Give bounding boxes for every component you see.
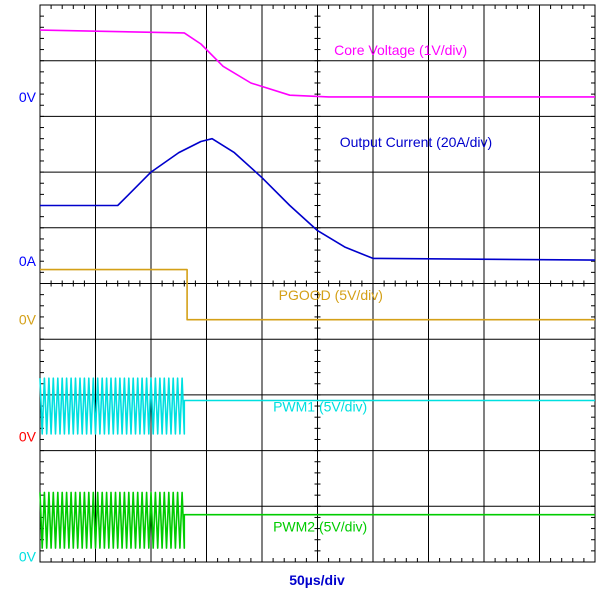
baseline-label: 0V xyxy=(19,312,37,328)
series-labels: Core Voltage (1V/div) Output Current (20A… xyxy=(273,42,492,534)
baseline-label: 0V xyxy=(19,429,37,445)
baseline-label: 0A xyxy=(19,253,37,269)
pgood-trace xyxy=(40,268,595,321)
pwm1-trace xyxy=(39,377,595,435)
baseline-label: 0V xyxy=(19,89,37,105)
baseline-label: 0V xyxy=(19,548,37,564)
output-current-label: Output Current (20A/div) xyxy=(340,134,493,150)
pgood-label: PGOOD (5V/div) xyxy=(279,287,383,303)
grid-ticks xyxy=(40,5,595,562)
pwm2-trace xyxy=(39,491,595,549)
core-voltage-label: Core Voltage (1V/div) xyxy=(334,42,467,58)
output-current-trace xyxy=(40,137,596,261)
pwm2-label: PWM2 (5V/div) xyxy=(273,518,367,534)
core-voltage-trace xyxy=(39,29,595,98)
pwm1-label: PWM1 (5V/div) xyxy=(273,399,367,415)
baseline-labels: 0V 0A 0V 0V 0V xyxy=(19,89,37,565)
traces xyxy=(39,29,596,549)
x-axis-label: 50µs/div xyxy=(289,572,345,588)
